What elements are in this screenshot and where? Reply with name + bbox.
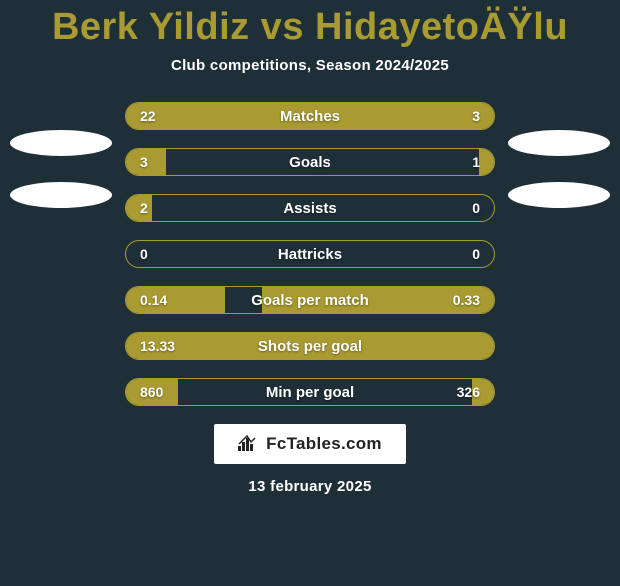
stat-label: Matches <box>126 103 494 129</box>
stat-row: 860326Min per goal <box>125 378 495 406</box>
stat-row: 20Assists <box>125 194 495 222</box>
stat-label: Assists <box>126 195 494 221</box>
stat-row: 0.140.33Goals per match <box>125 286 495 314</box>
watermark-text: FcTables.com <box>266 434 382 454</box>
stat-row: 00Hattricks <box>125 240 495 268</box>
stat-label: Shots per goal <box>126 333 494 359</box>
player-placeholder <box>508 182 610 208</box>
stat-label: Goals per match <box>126 287 494 313</box>
comparison-chart: 223Matches 31Goals 20Assists 00Hattricks 0.1… <box>125 102 495 406</box>
stat-label: Min per goal <box>126 379 494 405</box>
page-title: Berk Yildiz vs HidayetoÄŸlu <box>0 6 620 49</box>
player-placeholder <box>508 130 610 156</box>
bar-chart-icon <box>238 435 258 453</box>
stat-row: 223Matches <box>125 102 495 130</box>
player-placeholder <box>10 182 112 208</box>
stat-label: Hattricks <box>126 241 494 267</box>
watermark: FcTables.com <box>0 424 620 464</box>
date: 13 february 2025 <box>0 478 620 495</box>
subtitle: Club competitions, Season 2024/2025 <box>0 57 620 74</box>
stat-label: Goals <box>126 149 494 175</box>
stat-row: 13.33Shots per goal <box>125 332 495 360</box>
stat-row: 31Goals <box>125 148 495 176</box>
player-placeholder <box>10 130 112 156</box>
watermark-box: FcTables.com <box>214 424 406 464</box>
